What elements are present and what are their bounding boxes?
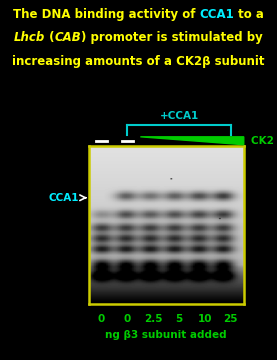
Text: CAB: CAB	[55, 31, 81, 44]
Text: ng β3 subunit added: ng β3 subunit added	[105, 330, 227, 341]
Text: 5: 5	[176, 314, 183, 324]
Text: 2.5: 2.5	[144, 314, 163, 324]
Text: ) promoter is stimulated by: ) promoter is stimulated by	[81, 31, 263, 44]
Text: CCA1: CCA1	[199, 8, 234, 21]
Text: 25: 25	[224, 314, 238, 324]
Text: to a: to a	[234, 8, 264, 21]
Text: +CCA1: +CCA1	[160, 111, 199, 121]
Text: 0: 0	[124, 314, 131, 324]
Text: 0: 0	[98, 314, 105, 324]
Text: The DNA binding activity of: The DNA binding activity of	[13, 8, 199, 21]
Text: CK2 β3: CK2 β3	[251, 136, 277, 146]
Text: CCA1: CCA1	[48, 193, 79, 203]
Text: (: (	[45, 31, 55, 44]
Text: increasing amounts of a CK2β subunit: increasing amounts of a CK2β subunit	[12, 55, 265, 68]
Text: Lhcb: Lhcb	[14, 31, 45, 44]
Polygon shape	[140, 137, 244, 145]
Text: 10: 10	[198, 314, 212, 324]
